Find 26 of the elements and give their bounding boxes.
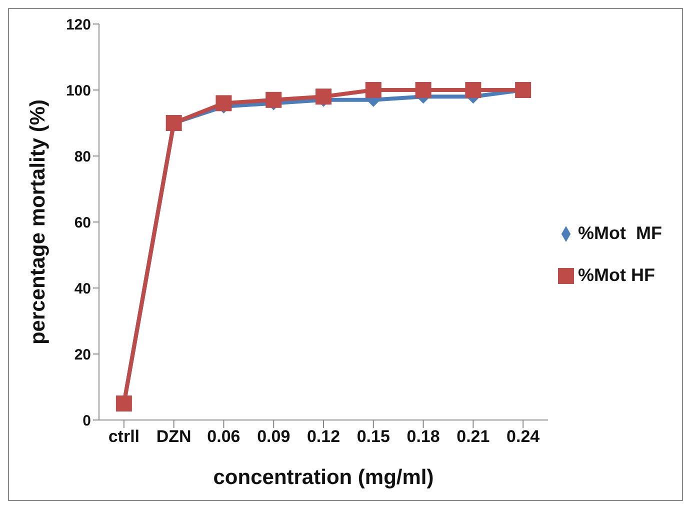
legend-label: %Mot MF — [578, 222, 662, 242]
point — [216, 95, 232, 112]
y-tick-label: 60 — [74, 214, 91, 232]
x-tick-label: 0.12 — [306, 427, 340, 446]
y-axis-title: percentage mortality (%) — [26, 99, 50, 345]
x-axis-title: concentration (mg/ml) — [213, 466, 434, 489]
point — [266, 92, 282, 108]
x-tick-label: 0.15 — [356, 427, 390, 446]
point — [415, 82, 432, 98]
point — [365, 82, 382, 98]
x-tick-label: 0.06 — [207, 427, 240, 446]
y-tick-label: 0 — [82, 412, 91, 430]
y-tick-label: 20 — [74, 346, 91, 364]
x-tick-label: 0.21 — [456, 427, 490, 446]
point — [316, 88, 332, 105]
x-tick-label: DZN — [156, 427, 192, 446]
x-tick-label: 0.24 — [506, 427, 540, 446]
y-tick-label: 40 — [74, 280, 91, 298]
x-tick-label: ctrll — [108, 427, 140, 446]
legend-label: %Mot HF — [578, 264, 655, 284]
y-tick-label: 100 — [66, 82, 91, 100]
point — [465, 82, 482, 98]
x-tick-label: 0.09 — [257, 427, 290, 446]
x-tick-label: 0.18 — [406, 427, 440, 446]
y-tick-label: 120 — [66, 16, 91, 34]
y-tick-label: 80 — [74, 148, 91, 166]
